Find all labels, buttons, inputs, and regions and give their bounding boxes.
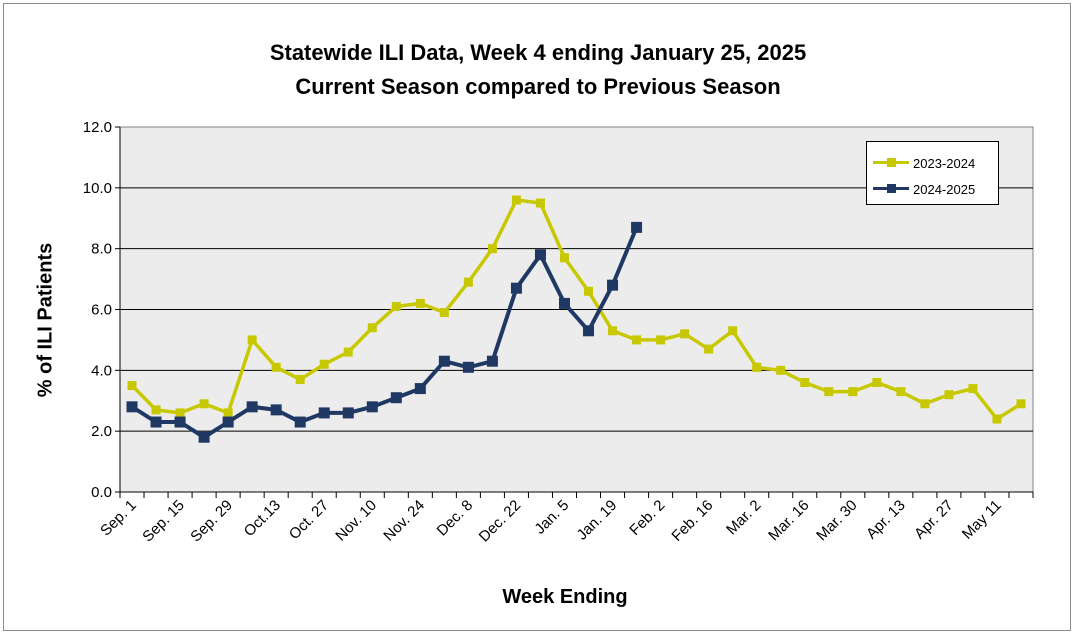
x-tick-label: Apr. 27 — [911, 497, 957, 543]
x-tick-label: Oct. 27 — [286, 497, 332, 543]
data-point-2024-2025 — [318, 407, 330, 419]
legend-label-2024-2025: 2024-2025 — [913, 181, 976, 197]
data-point-2023-2024 — [151, 405, 161, 415]
x-tick-label: May 11 — [959, 497, 1005, 543]
data-point-2024-2025 — [462, 361, 474, 373]
data-point-2023-2024 — [247, 335, 257, 345]
x-tick-label: Apr. 13 — [863, 497, 909, 543]
data-point-2023-2024 — [535, 198, 545, 208]
data-point-2023-2024 — [824, 387, 834, 397]
y-tick-label: 10.0 — [83, 180, 112, 197]
data-point-2023-2024 — [1016, 399, 1026, 409]
x-tick-label: Dec. 8 — [434, 497, 477, 540]
data-point-2023-2024 — [415, 298, 425, 308]
chart-frame — [3, 3, 1071, 631]
chart-subtitle: Current Season compared to Previous Seas… — [295, 74, 781, 99]
data-point-2024-2025 — [631, 221, 643, 233]
data-point-2023-2024 — [343, 347, 353, 357]
data-point-2024-2025 — [558, 297, 570, 309]
x-tick-label: Nov. 24 — [380, 497, 428, 545]
data-point-2024-2025 — [126, 401, 138, 413]
y-tick-label: 0.0 — [91, 484, 112, 501]
data-point-2023-2024 — [295, 374, 305, 384]
data-point-2024-2025 — [414, 383, 426, 395]
data-point-2023-2024 — [728, 326, 738, 336]
data-point-2023-2024 — [632, 335, 642, 345]
data-point-2023-2024 — [656, 335, 666, 345]
data-point-2023-2024 — [271, 362, 281, 372]
data-point-2023-2024 — [319, 359, 329, 369]
data-point-2024-2025 — [270, 404, 282, 416]
data-point-2024-2025 — [534, 249, 546, 261]
data-point-2024-2025 — [607, 279, 619, 291]
data-point-2023-2024 — [848, 387, 858, 397]
y-tick-label: 6.0 — [91, 302, 112, 319]
data-point-2024-2025 — [486, 355, 498, 367]
data-point-2023-2024 — [800, 378, 810, 387]
data-point-2023-2024 — [872, 378, 882, 387]
data-point-2023-2024 — [680, 329, 690, 339]
legend-swatch-2024-2025 — [873, 179, 909, 199]
x-tick-label: Jan. 19 — [574, 497, 621, 544]
data-point-2023-2024 — [391, 301, 401, 311]
data-point-2024-2025 — [390, 392, 402, 404]
legend: 2023-2024 2024-2025 — [866, 141, 999, 205]
data-point-2024-2025 — [150, 416, 162, 428]
x-tick-label: Sep. 15 — [139, 497, 188, 546]
data-point-2024-2025 — [294, 416, 306, 428]
data-point-2023-2024 — [439, 308, 449, 318]
data-point-2024-2025 — [198, 431, 210, 443]
series-line-2024-2025 — [130, 226, 639, 440]
legend-label-2023-2024: 2023-2024 — [913, 155, 976, 171]
legend-item-2023-2024: 2023-2024 — [873, 153, 975, 173]
y-tick-label: 12.0 — [83, 119, 112, 136]
x-tick-label: Mar. 2 — [723, 497, 764, 538]
data-point-2023-2024 — [511, 195, 521, 205]
data-point-2023-2024 — [127, 381, 137, 391]
x-tick-label: Oct.13 — [241, 497, 284, 540]
data-point-2023-2024 — [559, 253, 569, 263]
x-tick-label: Dec. 22 — [476, 497, 525, 546]
data-point-2023-2024 — [920, 399, 930, 409]
data-point-2024-2025 — [583, 325, 595, 337]
data-point-2024-2025 — [366, 401, 378, 413]
data-point-2023-2024 — [487, 244, 497, 254]
y-tick-label: 8.0 — [91, 241, 112, 258]
x-tick-label: Feb. 16 — [668, 497, 716, 545]
data-point-2023-2024 — [944, 390, 954, 400]
data-point-2023-2024 — [223, 408, 233, 418]
y-tick-label: 4.0 — [91, 362, 112, 379]
data-point-2024-2025 — [342, 407, 354, 419]
data-point-2023-2024 — [896, 387, 906, 397]
data-point-2023-2024 — [367, 323, 377, 333]
data-point-2023-2024 — [992, 414, 1002, 424]
data-point-2024-2025 — [438, 355, 450, 367]
y-tick-label: 2.0 — [91, 423, 112, 440]
x-tick-label: Nov. 10 — [332, 497, 380, 545]
data-point-2023-2024 — [175, 408, 185, 418]
data-point-2024-2025 — [174, 416, 186, 428]
x-tick-label: Mar. 30 — [813, 497, 860, 544]
x-tick-label: Feb. 2 — [626, 497, 668, 539]
data-point-2023-2024 — [704, 344, 714, 354]
legend-swatch-2023-2024 — [873, 153, 909, 173]
data-point-2023-2024 — [752, 362, 762, 372]
x-tick-label: Jan. 5 — [531, 497, 572, 538]
legend-item-2024-2025: 2024-2025 — [873, 179, 975, 199]
data-point-2023-2024 — [199, 399, 209, 409]
x-tick-label: Sep. 29 — [187, 497, 236, 546]
chart-title: Statewide ILI Data, Week 4 ending Januar… — [269, 40, 807, 65]
data-point-2023-2024 — [776, 365, 786, 375]
data-point-2024-2025 — [222, 416, 234, 428]
x-tick-label: Sep. 1 — [97, 497, 140, 540]
data-point-2023-2024 — [584, 286, 594, 296]
data-point-2024-2025 — [510, 282, 522, 294]
data-point-2023-2024 — [463, 277, 473, 287]
data-point-2023-2024 — [608, 326, 618, 336]
data-point-2023-2024 — [968, 384, 978, 394]
data-point-2024-2025 — [246, 401, 258, 413]
x-tick-label: Mar. 16 — [765, 497, 812, 544]
x-axis-label: Week Ending — [502, 586, 628, 608]
